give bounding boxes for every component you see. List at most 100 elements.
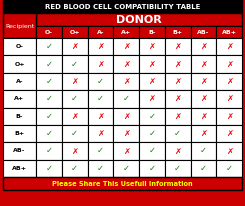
Bar (62, 90, 87, 108)
Bar (139, 38, 165, 55)
Text: O-: O- (15, 44, 24, 49)
Bar (216, 160, 242, 177)
Bar (3, 177, 242, 190)
Bar (191, 26, 216, 38)
Text: AB-: AB- (197, 29, 209, 34)
Bar (62, 73, 87, 90)
Bar (113, 142, 139, 160)
Bar (165, 142, 191, 160)
Bar (191, 55, 216, 73)
Text: ✓: ✓ (174, 164, 181, 173)
Text: ✗: ✗ (123, 60, 130, 69)
Text: ✗: ✗ (174, 146, 181, 156)
Text: ✗: ✗ (97, 129, 104, 138)
Bar (191, 142, 216, 160)
Text: ✗: ✗ (97, 112, 104, 121)
Bar (139, 26, 165, 38)
Bar (87, 142, 113, 160)
Bar (87, 125, 113, 142)
Bar (36, 13, 242, 26)
Bar (139, 142, 165, 160)
Text: B-: B- (16, 114, 23, 119)
Bar (191, 38, 216, 55)
Bar (191, 90, 216, 108)
Bar (216, 38, 242, 55)
Text: ✓: ✓ (45, 112, 52, 121)
Bar (165, 90, 191, 108)
Text: Please Share This Usefull Information: Please Share This Usefull Information (52, 180, 193, 186)
Bar (36, 160, 62, 177)
Text: ✓: ✓ (97, 146, 104, 156)
Bar (165, 125, 191, 142)
Text: ✓: ✓ (97, 94, 104, 103)
Text: ✓: ✓ (45, 129, 52, 138)
Bar (62, 160, 87, 177)
Text: A-: A- (16, 79, 23, 84)
Text: ✗: ✗ (174, 77, 181, 86)
Text: O+: O+ (14, 62, 25, 67)
Text: ✓: ✓ (71, 129, 78, 138)
Bar (36, 90, 62, 108)
Bar (216, 125, 242, 142)
Text: AB-: AB- (13, 149, 26, 153)
Bar (216, 142, 242, 160)
Bar (113, 90, 139, 108)
Bar (113, 160, 139, 177)
Text: ✗: ✗ (148, 42, 155, 51)
Text: ✓: ✓ (200, 146, 207, 156)
Bar (139, 160, 165, 177)
Bar (216, 73, 242, 90)
Bar (36, 55, 62, 73)
Bar (87, 38, 113, 55)
Bar (165, 73, 191, 90)
Text: ✓: ✓ (123, 164, 130, 173)
Bar (139, 55, 165, 73)
Bar (87, 26, 113, 38)
Text: ✗: ✗ (226, 77, 233, 86)
Text: ✗: ✗ (148, 60, 155, 69)
Bar (36, 142, 62, 160)
Text: AB+: AB+ (12, 166, 27, 171)
Text: ✗: ✗ (200, 94, 207, 103)
Bar (139, 125, 165, 142)
Bar (113, 125, 139, 142)
Text: ✓: ✓ (174, 129, 181, 138)
Bar (3, 108, 36, 125)
Text: ✗: ✗ (71, 146, 78, 156)
Bar (216, 55, 242, 73)
Text: ✓: ✓ (45, 164, 52, 173)
Bar (191, 160, 216, 177)
Text: ✓: ✓ (148, 129, 155, 138)
Text: ✗: ✗ (226, 42, 233, 51)
Text: ✓: ✓ (97, 77, 104, 86)
Text: ✗: ✗ (174, 42, 181, 51)
Bar (191, 125, 216, 142)
Bar (3, 13, 242, 190)
Bar (139, 90, 165, 108)
Text: ✓: ✓ (45, 60, 52, 69)
Text: ✗: ✗ (200, 112, 207, 121)
Text: ✗: ✗ (97, 42, 104, 51)
Text: A-: A- (97, 29, 104, 34)
Text: ✓: ✓ (226, 164, 233, 173)
Text: ✓: ✓ (123, 94, 130, 103)
Text: ✗: ✗ (123, 112, 130, 121)
Bar (191, 73, 216, 90)
Text: ✓: ✓ (97, 164, 104, 173)
Bar (36, 73, 62, 90)
Bar (36, 125, 62, 142)
Text: B+: B+ (14, 131, 24, 136)
Bar (87, 73, 113, 90)
Bar (3, 125, 36, 142)
Bar (165, 108, 191, 125)
Text: A+: A+ (121, 29, 131, 34)
Text: ✗: ✗ (123, 129, 130, 138)
Bar (3, 90, 36, 108)
Text: ✗: ✗ (123, 146, 130, 156)
Text: A+: A+ (14, 96, 24, 101)
Bar (62, 26, 87, 38)
Text: DONOR: DONOR (116, 14, 162, 25)
Bar (87, 108, 113, 125)
Bar (139, 108, 165, 125)
Bar (216, 90, 242, 108)
